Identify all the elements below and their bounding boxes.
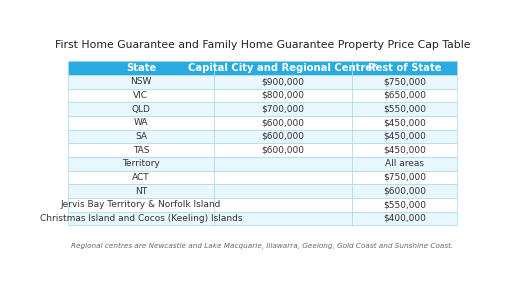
Bar (214, 61, 352, 75)
Bar (352, 143, 457, 157)
Text: $550,000: $550,000 (383, 200, 426, 209)
Bar (214, 143, 352, 157)
Text: Capital City and Regional Centre*: Capital City and Regional Centre* (188, 63, 377, 73)
Bar (352, 102, 457, 116)
Bar (352, 170, 457, 184)
Text: SA: SA (135, 132, 147, 141)
Text: $650,000: $650,000 (383, 91, 426, 100)
Bar (214, 198, 352, 212)
Text: State: State (126, 63, 156, 73)
Text: $550,000: $550,000 (383, 105, 426, 113)
Text: TAS: TAS (133, 145, 149, 155)
Bar (352, 198, 457, 212)
Bar (352, 184, 457, 198)
Text: $800,000: $800,000 (261, 91, 304, 100)
Text: Jervis Bay Territory & Norfolk Island: Jervis Bay Territory & Norfolk Island (61, 200, 221, 209)
Text: Regional centres are Newcastle and Lake Macquarie, Illawarra, Geelong, Gold Coas: Regional centres are Newcastle and Lake … (71, 243, 454, 249)
Text: $900,000: $900,000 (261, 77, 304, 86)
Bar (68, 102, 214, 116)
Bar (68, 130, 214, 143)
Bar (352, 88, 457, 102)
Bar (68, 116, 214, 130)
Bar (352, 75, 457, 88)
Bar (68, 212, 214, 225)
Bar (352, 157, 457, 170)
Text: $750,000: $750,000 (383, 77, 426, 86)
Text: WA: WA (134, 118, 148, 127)
Bar (68, 75, 214, 88)
Bar (352, 116, 457, 130)
Text: $600,000: $600,000 (261, 145, 304, 155)
Bar (68, 61, 214, 75)
Bar (68, 198, 214, 212)
Text: All areas: All areas (385, 159, 424, 168)
Bar (214, 102, 352, 116)
Text: Christmas Island and Cocos (Keeling) Islands: Christmas Island and Cocos (Keeling) Isl… (39, 214, 242, 223)
Bar (214, 157, 352, 170)
Text: $600,000: $600,000 (383, 187, 426, 196)
Text: NT: NT (135, 187, 147, 196)
Bar (214, 75, 352, 88)
Text: VIC: VIC (134, 91, 148, 100)
Bar (352, 61, 457, 75)
Text: First Home Guarantee and Family Home Guarantee Property Price Cap Table: First Home Guarantee and Family Home Gua… (55, 40, 470, 50)
Bar (214, 116, 352, 130)
Bar (214, 184, 352, 198)
Text: NSW: NSW (130, 77, 152, 86)
Text: $700,000: $700,000 (261, 105, 304, 113)
Text: $750,000: $750,000 (383, 173, 426, 182)
Bar (214, 212, 352, 225)
Text: QLD: QLD (132, 105, 151, 113)
Text: ACT: ACT (132, 173, 150, 182)
Text: $450,000: $450,000 (383, 145, 426, 155)
Bar (68, 170, 214, 184)
Bar (352, 212, 457, 225)
Bar (214, 88, 352, 102)
Text: Rest of State: Rest of State (368, 63, 441, 73)
Text: $600,000: $600,000 (261, 132, 304, 141)
Text: $450,000: $450,000 (383, 118, 426, 127)
Bar (214, 170, 352, 184)
Bar (68, 157, 214, 170)
Bar (214, 130, 352, 143)
Bar (352, 130, 457, 143)
Text: Territory: Territory (122, 159, 160, 168)
Text: $400,000: $400,000 (383, 214, 426, 223)
Bar (68, 184, 214, 198)
Bar (68, 143, 214, 157)
Text: $600,000: $600,000 (261, 118, 304, 127)
Bar (68, 88, 214, 102)
Text: $450,000: $450,000 (383, 132, 426, 141)
